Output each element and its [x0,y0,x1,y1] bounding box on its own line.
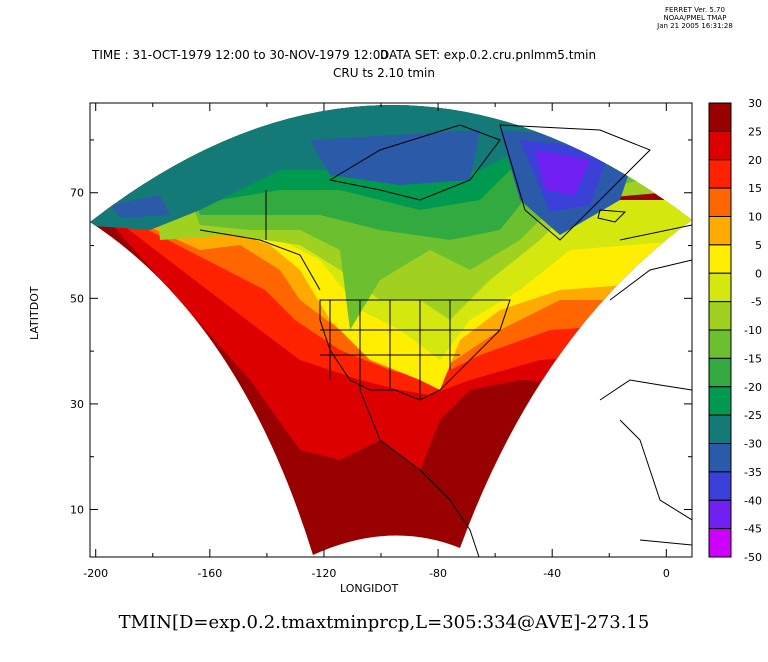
x-tick-label: -160 [197,567,222,580]
colorbar-label: -10 [744,324,762,337]
x-tick-label: -40 [543,567,561,580]
colorbar-label: -30 [744,438,762,451]
colorbar-swatch [708,301,732,331]
colorbar: 30 25 20 15 10 5 0 -5 -10 -15 -20 -25 -30 -35 -40 -45 -5… [708,97,762,564]
colorbar-swatch [708,329,732,359]
colorbar-swatch [708,528,732,558]
colorbar-label: 0 [755,267,762,280]
stamp-line-2: NOAA/PMEL TMAP [663,14,727,22]
plot-title: TIME : 31-OCT-1979 12:00 to 30-NOV-1979 … [92,48,596,62]
colorbar-swatch [708,414,732,444]
colorbar-label: 5 [755,239,762,252]
colorbar-swatch [708,130,732,161]
y-tick-label: 10 [70,503,84,516]
temperature-field [90,104,692,557]
colorbar-label: -45 [744,523,762,536]
x-tick-label: 0 [663,567,670,580]
colorbar-label: -20 [744,381,762,394]
colorbar-label: -35 [744,466,762,479]
colorbar-swatch [708,159,732,189]
time-range: TIME : 31-OCT-1979 12:00 to 30-NOV-1979 … [92,48,388,62]
colorbar-label: -15 [744,352,762,365]
x-axis-label: LONGIDOT [340,582,399,595]
colorbar-label: 15 [748,182,762,195]
coastlines [199,124,692,557]
colorbar-swatch [708,187,732,217]
colorbar-swatch [708,471,732,501]
colorbar-label: -25 [744,409,762,422]
colorbar-swatch [708,216,732,246]
x-tick-label: -200 [83,567,108,580]
colorbar-swatch [708,102,732,132]
colorbar-label: 30 [748,97,762,110]
plot-frame [89,102,693,558]
x-tick-label: -80 [429,567,447,580]
colorbar-swatch [708,499,732,530]
colorbar-swatch [708,443,732,473]
colorbar-label: -50 [744,551,762,564]
stamp-line-3: Jan 21 2005 16:31:28 [657,22,733,30]
band-m45-m40 [535,150,590,195]
variable-expression: TMIN[D=exp.0.2.tmaxtminprcp,L=305:334@AV… [118,612,650,633]
colorbar-swatch [708,272,732,303]
y-tick-label: 70 [70,187,84,200]
colorbar-label: -5 [751,296,762,309]
ferret-version-stamp: FERRET Ver. 5.70 NOAA/PMEL TMAP Jan 21 2… [640,6,750,30]
colorbar-label: -40 [744,494,762,507]
x-tick-label: -120 [311,567,336,580]
y-tick-label: 30 [70,398,84,411]
colorbar-label: 25 [748,125,762,138]
colorbar-swatch [708,244,732,274]
dataset-name: DATA SET: exp.0.2.cru.pnlmm5.tmin [380,48,597,62]
axes: -200 -160 -120 -80 -40 0 10 30 50 70 [70,103,692,580]
colorbar-label: 20 [748,154,762,167]
plot-subtitle: CRU ts 2.10 tmin [333,66,435,80]
colorbar-swatch [708,386,732,416]
colorbar-label: 10 [748,211,762,224]
y-tick-label: 50 [70,292,84,305]
stamp-line-1: FERRET Ver. 5.70 [665,6,725,14]
y-axis-label: LATITDOT [28,286,41,340]
band-m35-m30 [110,130,640,235]
colorbar-swatch [708,357,732,388]
